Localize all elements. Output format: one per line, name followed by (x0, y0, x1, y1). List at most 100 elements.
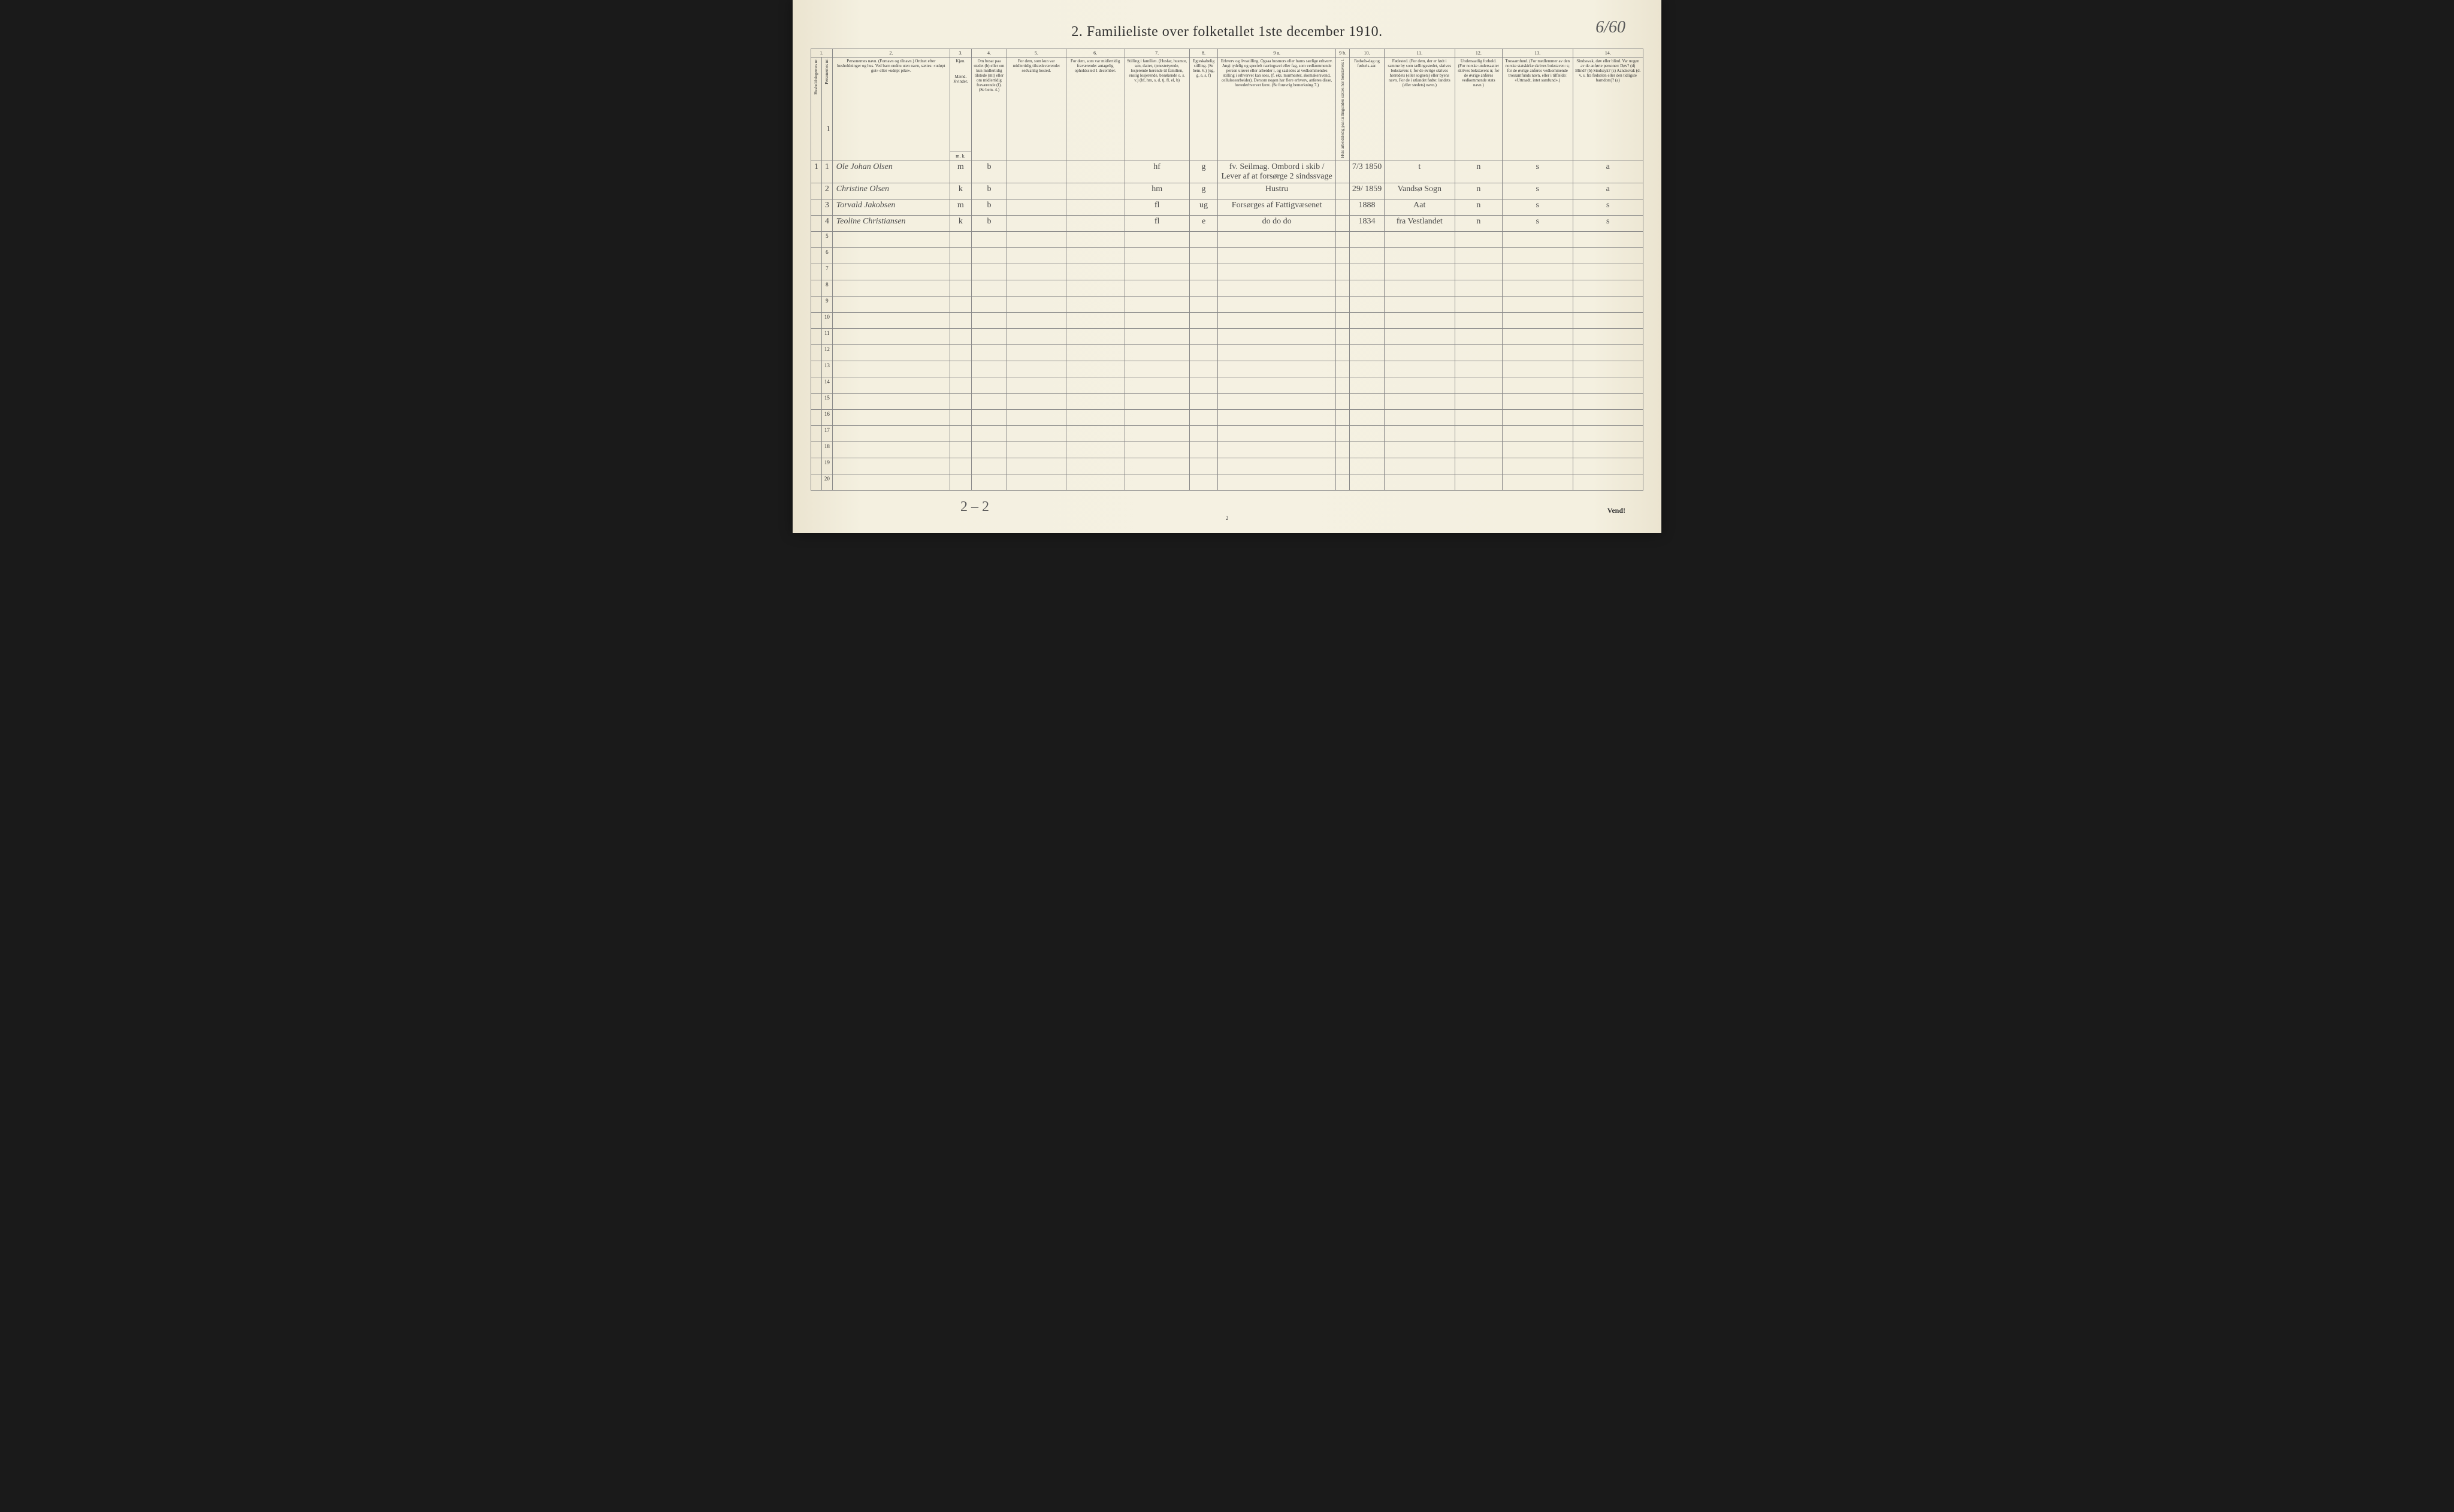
cell-empty (1218, 474, 1335, 491)
cell-empty (1189, 442, 1218, 458)
cell-empty (1335, 474, 1350, 491)
cell-empty (811, 248, 822, 264)
cell-empty (832, 458, 950, 474)
cell-empty (1335, 458, 1350, 474)
column-number-row: 1. 2. 3. 4. 5. 6. 7. 8. 9 a. 9 b. 10. 11… (811, 49, 1643, 58)
cell-c9b (1335, 161, 1350, 183)
cell-empty (1218, 280, 1335, 297)
cell-empty (1066, 410, 1125, 426)
cell-empty (1455, 458, 1502, 474)
cell-empty (971, 264, 1007, 280)
cell-empty (1189, 345, 1218, 361)
cell-c9b (1335, 216, 1350, 232)
cell-empty (1350, 248, 1384, 264)
cell-empty (1455, 345, 1502, 361)
cell-empty (1350, 458, 1384, 474)
table-row: 16 (811, 410, 1643, 426)
cell-rel2: s (1502, 183, 1573, 199)
cell-empty (1384, 329, 1455, 345)
cell-empty (1125, 345, 1189, 361)
cell-empty (832, 474, 950, 491)
cell-empty (1455, 297, 1502, 313)
cell-empty (1218, 442, 1335, 458)
cell-c5 (1007, 183, 1066, 199)
cell-empty (1007, 410, 1066, 426)
cell-empty (1455, 442, 1502, 458)
colnum-2: 2. (832, 49, 950, 58)
table-row: 13 (811, 361, 1643, 377)
cell-empty (1573, 458, 1643, 474)
cell-empty (950, 426, 971, 442)
cell-empty: 19 (821, 458, 832, 474)
cell-empty (1335, 394, 1350, 410)
cell-empty (1007, 458, 1066, 474)
cell-empty (1350, 361, 1384, 377)
cell-empty (1350, 474, 1384, 491)
cell-empty (950, 361, 971, 377)
cell-empty: 9 (821, 297, 832, 313)
header-mk: m. k. (950, 152, 971, 161)
cell-empty (1218, 329, 1335, 345)
cell-empty (1189, 329, 1218, 345)
census-page: 6/60 2. Familieliste over folketallet 1s… (793, 0, 1661, 533)
cell-empty (1573, 264, 1643, 280)
cell-empty (1573, 410, 1643, 426)
cell-empty (950, 410, 971, 426)
cell-c5 (1007, 216, 1066, 232)
cell-empty (1066, 394, 1125, 410)
cell-sex: k (950, 216, 971, 232)
cell-empty (1066, 248, 1125, 264)
cell-name: Torvald Jakobsen (832, 199, 950, 216)
cell-empty (1007, 394, 1066, 410)
table-row: 3Torvald JakobsenmbflugForsørges af Fatt… (811, 199, 1643, 216)
cell-empty (971, 232, 1007, 248)
cell-empty (1350, 345, 1384, 361)
cell-empty (1066, 361, 1125, 377)
cell-empty (1218, 345, 1335, 361)
cell-hh (811, 216, 822, 232)
cell-empty (832, 248, 950, 264)
cell-empty (1189, 264, 1218, 280)
cell-empty (1218, 232, 1335, 248)
cell-empty (1384, 474, 1455, 491)
cell-sex: k (950, 183, 971, 199)
cell-empty: 16 (821, 410, 832, 426)
cell-empty (1125, 264, 1189, 280)
cell-empty (971, 313, 1007, 329)
cell-empty (1384, 458, 1455, 474)
cell-empty (1189, 313, 1218, 329)
cell-rel: fl (1125, 199, 1189, 216)
header-marital: Egteskabelig stilling. (Se bem. 6.) (ug,… (1189, 58, 1218, 161)
cell-empty (1502, 474, 1573, 491)
cell-rel2: s (1502, 216, 1573, 232)
cell-empty (1218, 426, 1335, 442)
annotation-top-right: 6/60 (1595, 18, 1625, 37)
cell-empty (1066, 345, 1125, 361)
cell-empty (811, 361, 822, 377)
cell-nat: n (1455, 183, 1502, 199)
cell-mar: e (1189, 216, 1218, 232)
cell-empty (1455, 426, 1502, 442)
cell-empty (1384, 345, 1455, 361)
cell-empty (811, 264, 822, 280)
table-row: 17 (811, 426, 1643, 442)
header-temp-absent: For dem, som var midlertidig fraværende:… (1066, 58, 1125, 161)
cell-empty (832, 410, 950, 426)
cell-rel2: s (1502, 161, 1573, 183)
cell-empty (950, 280, 971, 297)
cell-empty (811, 280, 822, 297)
cell-empty (1218, 458, 1335, 474)
cell-empty (971, 474, 1007, 491)
table-row: 2Christine OlsenkbhmgHustru29/ 1859Vands… (811, 183, 1643, 199)
cell-empty (971, 377, 1007, 394)
cell-empty: 5 (821, 232, 832, 248)
cell-empty (1384, 426, 1455, 442)
cell-empty (832, 313, 950, 329)
cell-empty (1573, 474, 1643, 491)
cell-empty (1335, 329, 1350, 345)
cell-hh (811, 183, 822, 199)
table-row: 8 (811, 280, 1643, 297)
cell-empty (1007, 297, 1066, 313)
cell-empty (950, 248, 971, 264)
cell-empty: 14 (821, 377, 832, 394)
